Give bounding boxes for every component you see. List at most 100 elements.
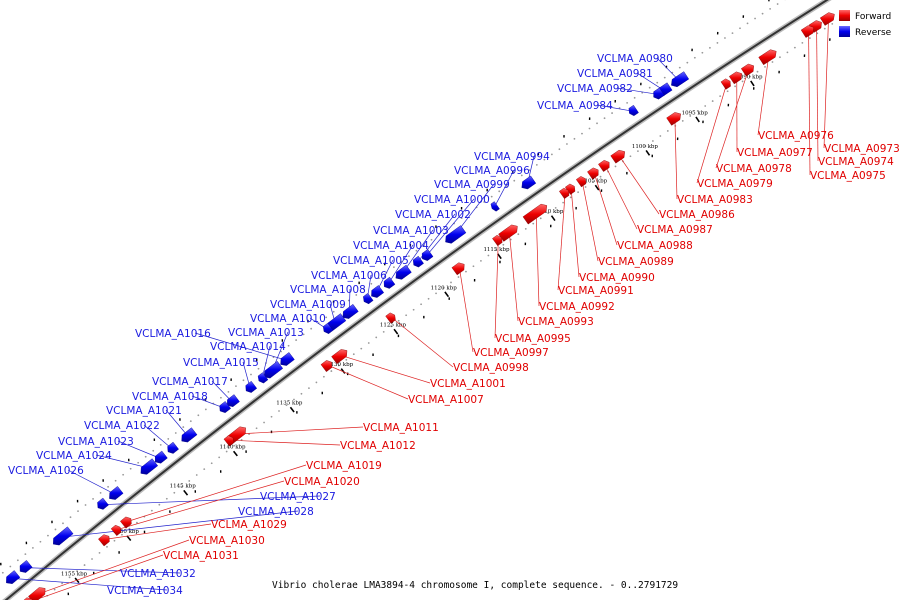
sequence-dot [442, 286, 445, 289]
sequence-dot [823, 27, 826, 30]
leader-line [570, 188, 580, 278]
gene-label-vclma_a1003: VCLMA_A1003 [373, 225, 449, 237]
gene-label-vclma_a0982: VCLMA_A0982 [557, 83, 633, 95]
gene-label-vclma_a1016: VCLMA_A1016 [135, 328, 211, 340]
leader-line [11, 578, 168, 591]
reverse-gene [383, 276, 396, 289]
reverse-gene [413, 255, 424, 268]
gene-label-vclma_a0975: VCLMA_A0975 [810, 170, 886, 182]
sequence-dot [204, 408, 207, 411]
tick-label: 1150 kbp [113, 529, 140, 535]
reverse-gene [219, 401, 232, 413]
sequence-dot [337, 364, 340, 367]
gene-label-vclma_a1010: VCLMA_A1010 [250, 313, 326, 325]
tick-label: 1105 kbp [581, 179, 608, 185]
gene-label-vclma_a0998: VCLMA_A0998 [453, 362, 529, 374]
sequence-dot [487, 254, 490, 257]
sequence-dot [709, 46, 711, 49]
leader-line [674, 117, 678, 200]
forward-gene [120, 516, 132, 529]
sequence-dot [539, 217, 542, 220]
leader-line [211, 380, 233, 402]
gene-label-vclma_a0990: VCLMA_A0990 [579, 272, 655, 284]
sequence-dot [786, 51, 789, 54]
leader-line [38, 539, 190, 595]
sequence-dot [596, 122, 598, 125]
leader-line [581, 180, 599, 262]
sequence-dot [352, 353, 355, 356]
leader-line [117, 440, 161, 459]
sequence-dot [136, 521, 138, 524]
sequence-dot [362, 288, 365, 291]
leader-line [95, 454, 148, 469]
sequence-dot [734, 85, 736, 88]
tick-label: 1120 kbp [431, 285, 458, 291]
leader-line [237, 426, 364, 435]
sequence-dot [554, 206, 557, 209]
forward-gene [331, 349, 348, 365]
sequence-dot [308, 387, 310, 389]
sequence-dot [637, 150, 639, 153]
gene-label-vclma_a1019: VCLMA_A1019 [306, 460, 382, 472]
forward-gene [598, 160, 610, 172]
leader-line [757, 56, 770, 136]
sequence-dot [681, 120, 684, 122]
sequence-dot [502, 243, 505, 246]
leader-line [616, 87, 658, 95]
sequence-dot [188, 480, 191, 482]
sequence-dot [1, 571, 4, 574]
sequence-dot [242, 379, 245, 382]
leader-line [391, 317, 454, 368]
sequence-dot [648, 86, 651, 89]
tick-label: 1135 kbp [276, 401, 303, 407]
gene-label-vclma_a1009: VCLMA_A1009 [270, 299, 346, 311]
gene-label-vclma_a1012: VCLMA_A1012 [340, 440, 416, 452]
gene-label-vclma_a0984: VCLMA_A0984 [537, 100, 613, 112]
forward-gene [559, 187, 570, 199]
sequence-dot [696, 110, 699, 112]
sequence-dot [287, 344, 290, 347]
gene-label-vclma_a1005: VCLMA_A1005 [333, 255, 409, 267]
reverse-gene [395, 264, 412, 280]
tick-label: 1115 kbp [483, 247, 510, 253]
sequence-dot [430, 238, 433, 241]
tick-mark [594, 184, 600, 191]
sequence-dot [779, 56, 781, 59]
sequence-dot [435, 292, 437, 295]
sequence-dot [61, 582, 64, 585]
gene-label-vclma_a1004: VCLMA_A1004 [353, 240, 429, 252]
sequence-dot [793, 46, 796, 49]
sequence-dot [592, 180, 594, 183]
leader-line [593, 172, 618, 246]
gene-label-vclma_a1007: VCLMA_A1007 [408, 394, 484, 406]
gene-label-vclma_a0991: VCLMA_A0991 [558, 285, 634, 297]
sequence-dot [293, 398, 295, 401]
gene-label-vclma_a1008: VCLMA_A1008 [290, 284, 366, 296]
tick-mark [695, 116, 700, 123]
reverse-gene [6, 570, 21, 584]
sequence-dot [225, 450, 228, 453]
sequence-dot [764, 65, 766, 68]
sequence-dot [689, 115, 692, 117]
forward-gene [385, 312, 396, 324]
tick-label: 1125 kbp [380, 323, 407, 329]
sequence-dot [808, 37, 811, 39]
gene-label-vclma_a1027: VCLMA_A1027 [260, 491, 336, 503]
leader-line [535, 212, 540, 307]
tick-label: 1095 kbp [682, 110, 709, 116]
sequence-dot [701, 51, 704, 54]
leader-line [696, 83, 728, 184]
gene-label-vclma_a1028: VCLMA_A1028 [238, 506, 314, 518]
sequence-dot [528, 169, 531, 172]
reverse-gene [181, 427, 198, 443]
sequence-dot [347, 299, 350, 302]
reverse-gene [140, 458, 159, 475]
sequence-dot [761, 12, 764, 15]
sequence-dot [340, 305, 343, 308]
gene-label-vclma_a1013: VCLMA_A1013 [228, 327, 304, 339]
tick-mark [289, 406, 295, 413]
sequence-dot [543, 158, 546, 161]
forward-gene [758, 49, 777, 66]
gene-label-vclma_a1018: VCLMA_A1018 [132, 391, 208, 403]
leader-line [459, 267, 474, 353]
